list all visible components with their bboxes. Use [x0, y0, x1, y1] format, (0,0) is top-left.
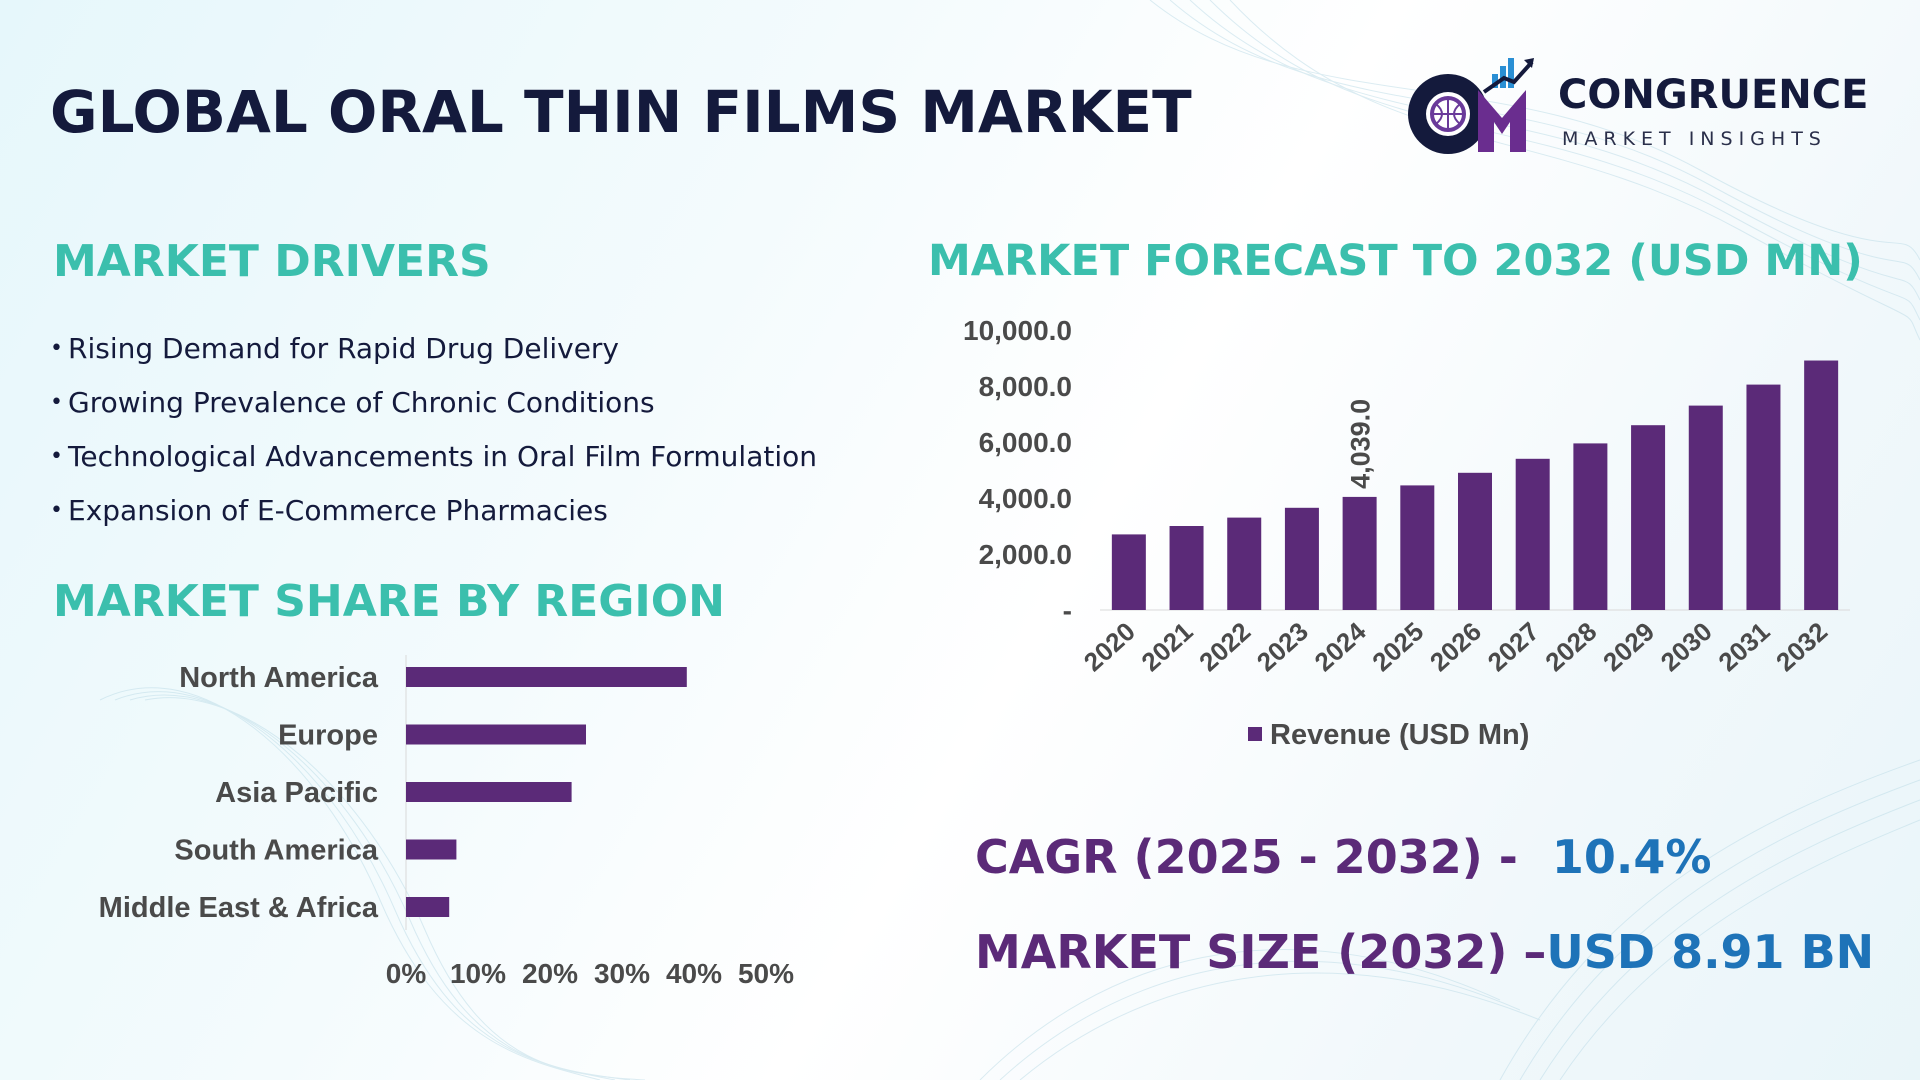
y-tick-label: 8,000.0 [979, 371, 1072, 402]
data-label: 4,039.0 [1346, 399, 1376, 489]
region-label: South America [174, 835, 378, 867]
bullet-icon: • [50, 336, 63, 361]
x-tick-label: 2032 [1770, 616, 1833, 677]
x-tick-label: 2031 [1712, 616, 1775, 677]
x-tick-label: 50% [738, 958, 794, 989]
x-tick-label: 20% [522, 958, 578, 989]
logo-mark-icon [1408, 58, 1534, 154]
x-tick-label: 2027 [1482, 616, 1545, 677]
region-bar [406, 897, 450, 917]
region-label: Middle East & Africa [99, 892, 379, 924]
driver-text: Rising Demand for Rapid Drug Delivery [68, 332, 620, 365]
market-size-value: USD 8.91 BN [1546, 925, 1875, 979]
driver-text: Growing Prevalence of Chronic Conditions [68, 386, 655, 419]
forecast-bar [1631, 425, 1666, 610]
forecast-bar [1515, 458, 1550, 610]
forecast-bar [1573, 443, 1608, 610]
x-tick-label: 2029 [1597, 616, 1660, 677]
forecast-bar [1227, 517, 1262, 610]
market-size-label: MARKET SIZE (2032) – [975, 925, 1547, 979]
market-forecast-title: MARKET FORECAST TO 2032 (USD MN) [928, 236, 1863, 286]
page-title: GLOBAL ORAL THIN FILMS MARKET [50, 78, 1192, 146]
list-item: • Expansion of E-Commerce Pharmacies [50, 484, 817, 538]
market-size-kpi: MARKET SIZE (2032) –USD 8.91 BN [975, 925, 1874, 979]
region-bar [406, 724, 586, 745]
forecast-bar [1804, 360, 1839, 610]
bullet-icon: • [50, 390, 63, 415]
legend-swatch [1248, 727, 1262, 741]
region-bar [406, 667, 687, 687]
region-bar [406, 782, 572, 802]
list-item: • Rising Demand for Rapid Drug Delivery [50, 322, 817, 376]
y-tick-label: 2,000.0 [979, 539, 1072, 570]
logo-name: CONGRUENCE [1558, 72, 1869, 118]
cagr-value: 10.4% [1551, 830, 1712, 884]
cagr-label: CAGR (2025 - 2032) - [975, 830, 1518, 884]
x-tick-label: 2024 [1309, 616, 1372, 677]
market-drivers-list: • Rising Demand for Rapid Drug Delivery •… [50, 322, 817, 538]
forecast-bar [1284, 507, 1319, 610]
x-tick-label: 2025 [1366, 616, 1429, 677]
market-drivers-title: MARKET DRIVERS [53, 236, 491, 287]
logo-subtitle: MARKET INSIGHTS [1562, 128, 1827, 150]
x-tick-label: 2020 [1078, 616, 1141, 677]
driver-text: Technological Advancements in Oral Film … [68, 440, 817, 473]
forecast-bar [1169, 526, 1204, 610]
forecast-bar [1111, 534, 1146, 610]
y-tick-label: 10,000.0 [963, 315, 1072, 346]
region-bar [406, 839, 457, 860]
x-tick-label: 2023 [1251, 616, 1314, 677]
x-tick-label: 40% [666, 958, 722, 989]
forecast-bar [1458, 472, 1492, 610]
list-item: • Technological Advancements in Oral Film… [50, 430, 817, 484]
driver-text: Expansion of E-Commerce Pharmacies [68, 494, 608, 527]
y-tick-label: 4,000.0 [979, 483, 1072, 514]
forecast-bar [1746, 384, 1781, 610]
region-label: Europe [278, 720, 378, 752]
cagr-kpi: CAGR (2025 - 2032) - 10.4% [975, 830, 1711, 884]
x-tick-label: 2022 [1193, 616, 1256, 677]
bullet-icon: • [50, 498, 63, 523]
x-tick-label: 2026 [1424, 616, 1487, 677]
market-share-region-title: MARKET SHARE BY REGION [53, 576, 725, 627]
y-tick-label: - [1063, 595, 1072, 626]
x-tick-label: 30% [594, 958, 650, 989]
bullet-icon: • [50, 444, 63, 469]
y-tick-label: 6,000.0 [979, 427, 1072, 458]
x-tick-label: 2028 [1539, 616, 1602, 677]
x-tick-label: 10% [450, 958, 506, 989]
region-label: North America [179, 662, 379, 694]
list-item: • Growing Prevalence of Chronic Condition… [50, 376, 817, 430]
company-logo: CONGRUENCE MARKET INSIGHTS [1400, 52, 1870, 162]
x-tick-label: 0% [386, 958, 427, 989]
legend-label: Revenue (USD Mn) [1270, 719, 1529, 751]
x-tick-label: 2030 [1655, 616, 1718, 677]
forecast-bar [1342, 496, 1377, 610]
forecast-bar [1400, 485, 1435, 610]
x-tick-label: 2021 [1135, 616, 1198, 677]
region-label: Asia Pacific [215, 777, 378, 809]
forecast-bar [1688, 405, 1723, 610]
